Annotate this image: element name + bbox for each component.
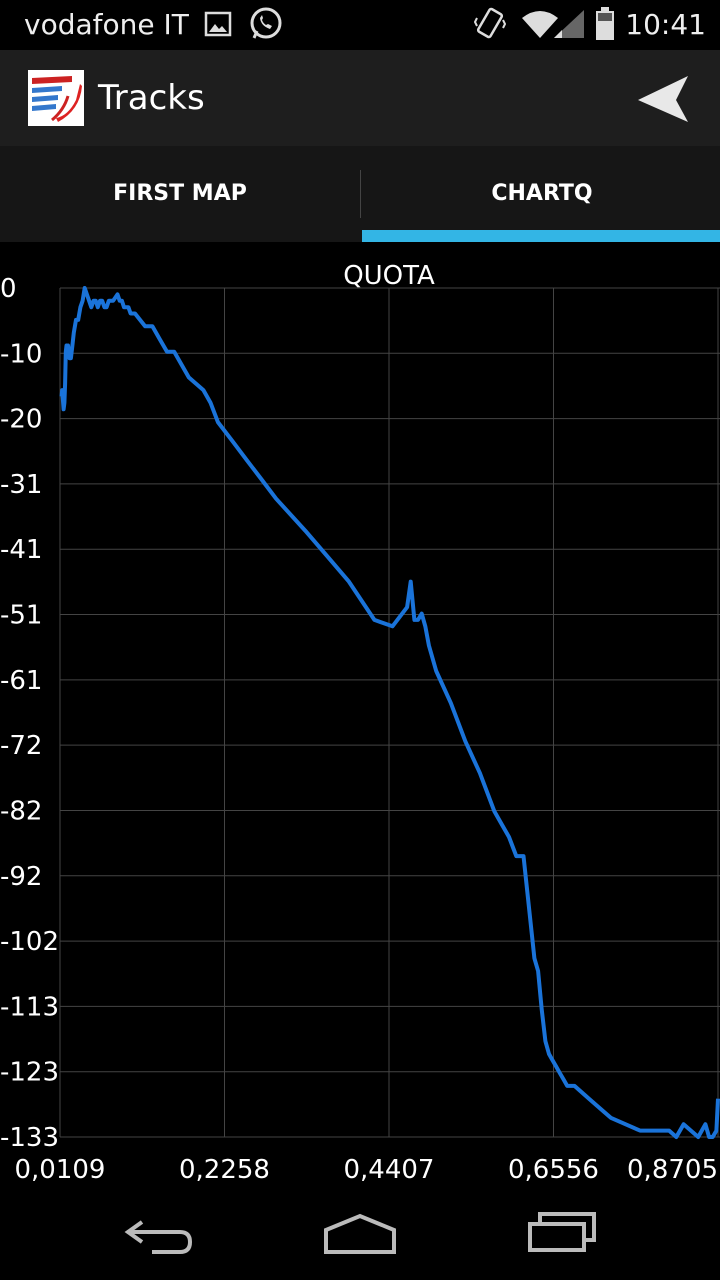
y-tick-label: -31 (0, 470, 42, 500)
tab-chartq[interactable]: CHARTQ (491, 181, 593, 206)
tab-first-map[interactable]: FIRST MAP (113, 181, 247, 206)
wifi-icon (520, 8, 560, 44)
x-tick-label: 0,0109 (15, 1155, 106, 1185)
x-tick-label: 0,2258 (179, 1155, 270, 1185)
y-tick-label: -10 (0, 339, 42, 369)
image-notification-icon (204, 10, 232, 42)
quota-chart[interactable]: QUOTA 0 -10 -20 -31 -41 -51 -61 -72 -82 -92 -102 -1… (0, 242, 720, 1200)
y-tick-label: -41 (0, 535, 42, 565)
series-line-quota (59, 286, 720, 1139)
y-tick-label: 0 (0, 274, 17, 304)
home-icon[interactable] (322, 1212, 398, 1258)
y-tick-label: -133 (0, 1123, 59, 1153)
y-tick-label: -51 (0, 601, 42, 631)
y-tick-label: -61 (0, 666, 42, 696)
y-tick-label: -20 (0, 405, 42, 435)
y-tick-label: -102 (0, 927, 59, 957)
vibrate-icon (473, 6, 507, 46)
y-tick-label: -82 (0, 796, 42, 826)
carrier-label: vodafone IT (24, 8, 189, 41)
action-bar: Tracks (0, 50, 720, 146)
page-title: Tracks (98, 78, 205, 118)
signal-icon (548, 8, 586, 44)
x-tick-label: 0,8705 (627, 1155, 718, 1185)
y-tick-label: -92 (0, 862, 42, 892)
battery-icon (594, 6, 616, 46)
app-logo-icon[interactable] (28, 70, 84, 126)
y-tick-label: -72 (0, 731, 42, 761)
recent-apps-icon[interactable] (526, 1210, 598, 1258)
chart-title: QUOTA (343, 261, 435, 291)
status-bar: vodafone IT 10:41 (0, 0, 720, 50)
tab-bar: FIRST MAP CHARTQ (0, 146, 720, 242)
tab-divider (360, 170, 361, 218)
x-tick-label: 0,4407 (344, 1155, 435, 1185)
clock: 10:41 (625, 8, 706, 41)
back-icon[interactable] (124, 1216, 196, 1260)
y-tick-label: -123 (0, 1058, 59, 1088)
x-tick-label: 0,6556 (508, 1155, 599, 1185)
navigation-arrow-icon[interactable] (636, 74, 690, 128)
system-nav-bar (0, 1200, 720, 1280)
y-tick-label: -113 (0, 992, 59, 1022)
chart-canvas: QUOTA 0 -10 -20 -31 -41 -51 -61 -72 -82 -92 -102 -1… (0, 261, 720, 1185)
whatsapp-icon (248, 6, 284, 46)
tab-selected-indicator (362, 230, 720, 242)
